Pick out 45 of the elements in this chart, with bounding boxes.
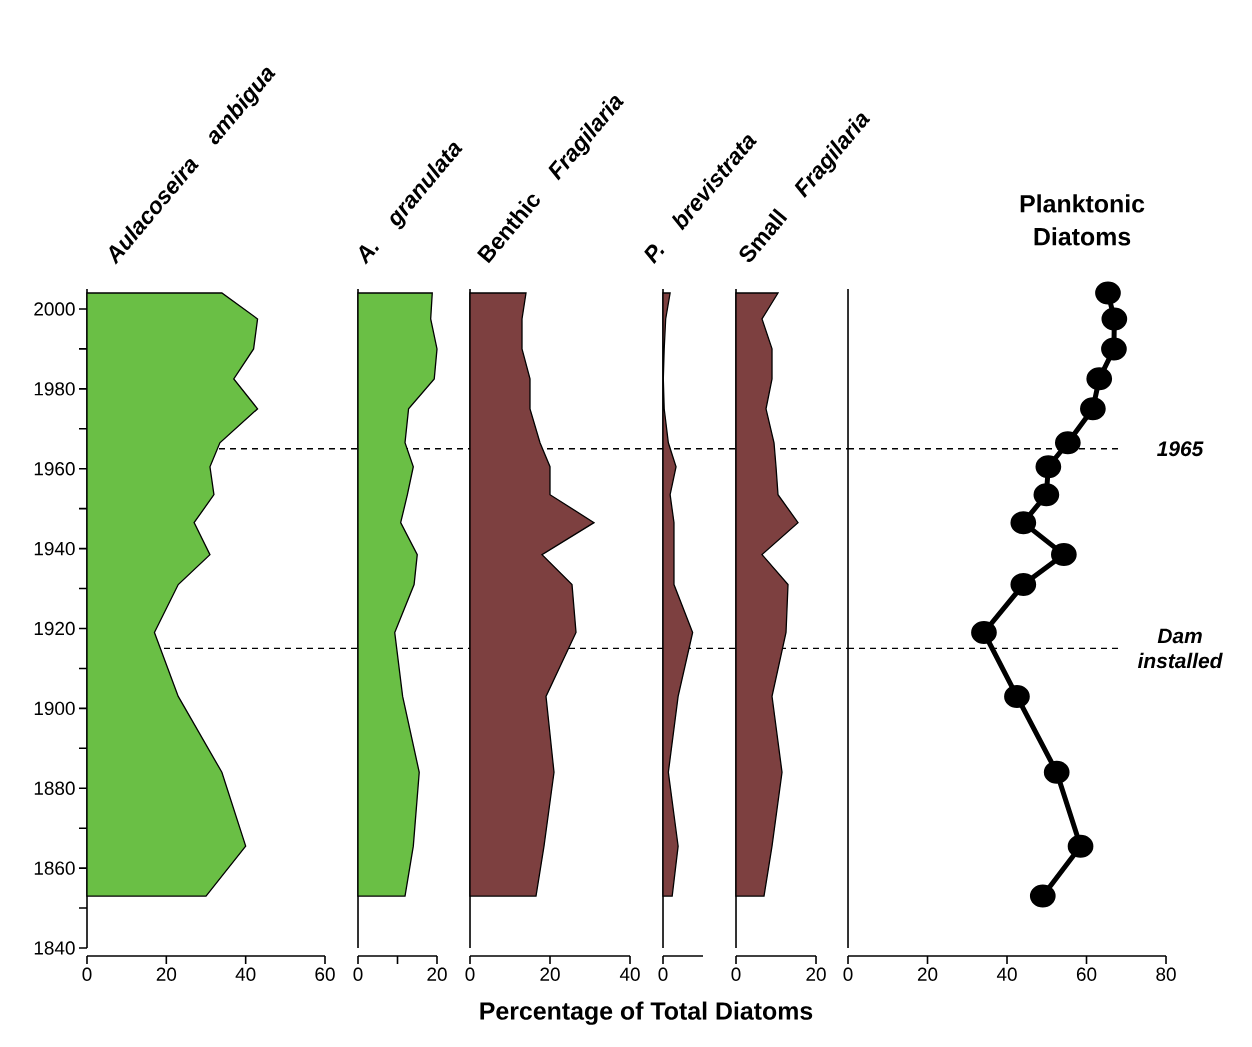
x-tick-label: 60 (1076, 967, 1097, 981)
point (1086, 367, 1113, 391)
y-tick-label: 1880 (34, 781, 75, 795)
y-tick-label: 1860 (34, 861, 75, 875)
x-tick-label: 20 (917, 967, 938, 981)
x-tick-label: 20 (156, 967, 177, 981)
point (1043, 760, 1070, 784)
chart-title: Planktonic Diatoms (1020, 194, 1145, 246)
x-tick-label: 20 (806, 967, 826, 981)
y-tick-label: 1900 (34, 701, 75, 716)
x-tick-label: 0 (465, 967, 475, 981)
x-axis-title: Percentage of Total Diatoms (480, 1001, 813, 1025)
point (1080, 397, 1106, 421)
y-tick-label: 2000 (34, 302, 75, 316)
x-tick-label: 40 (235, 967, 256, 981)
point (1029, 884, 1056, 908)
y-tick-label: 1960 (34, 462, 75, 476)
point (1101, 337, 1127, 361)
point (1035, 455, 1062, 479)
point (1010, 573, 1037, 597)
point (1054, 431, 1081, 455)
ref-line-label: 1965 (1157, 441, 1204, 457)
y-tick-label: 1840 (34, 941, 75, 955)
x-tick-label: 80 (1156, 967, 1176, 981)
point (1067, 834, 1094, 858)
point (1033, 483, 1060, 507)
y-tick-label: 1980 (34, 382, 75, 396)
x-tick-label: 20 (540, 967, 560, 981)
x-tick-label: 40 (619, 967, 640, 981)
x-tick-label: 0 (843, 967, 853, 981)
x-tick-label: 40 (996, 967, 1017, 981)
point (1051, 543, 1077, 567)
x-tick-label: 0 (353, 967, 363, 981)
x-tick-label: 0 (82, 967, 92, 981)
x-tick-label: 20 (427, 967, 447, 981)
point (971, 620, 997, 644)
point (1010, 511, 1037, 535)
point (1095, 281, 1121, 305)
ref-line-label: Dam installed (1137, 628, 1223, 669)
y-tick-label: 1940 (34, 541, 75, 556)
x-tick-label: 0 (731, 967, 741, 981)
point (1101, 307, 1128, 331)
point (1004, 684, 1030, 708)
y-tick-label: 1920 (34, 621, 75, 636)
x-tick-label: 60 (315, 967, 335, 981)
